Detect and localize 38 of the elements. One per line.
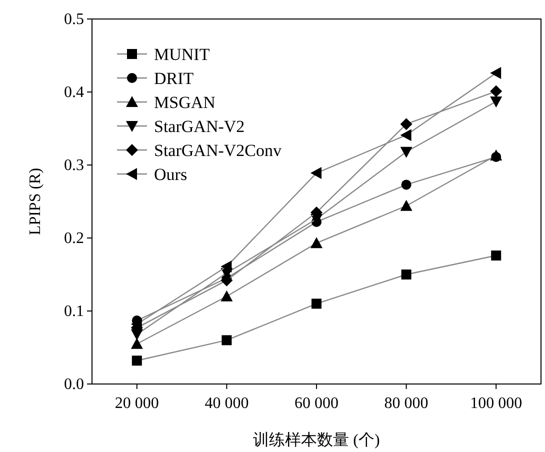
point	[220, 260, 232, 272]
y-tick-label: 0.2	[64, 230, 84, 247]
point	[490, 85, 502, 98]
x-tick-label: 80 000	[384, 395, 428, 412]
point	[132, 356, 142, 366]
y-tick-label: 0.5	[64, 11, 84, 28]
legend-label: MUNIT	[154, 45, 210, 64]
legend-label: StarGAN-V2Conv	[154, 141, 282, 160]
x-tick-label: 20 000	[114, 395, 159, 412]
legend-label: Ours	[154, 165, 188, 184]
y-tick-label: 0.0	[64, 376, 84, 393]
point	[310, 167, 322, 180]
x-tick-label: 60 000	[294, 395, 338, 412]
point	[312, 298, 322, 309]
point	[401, 270, 412, 280]
point	[400, 129, 412, 142]
point	[491, 250, 502, 261]
point	[220, 290, 233, 302]
point	[310, 237, 322, 248]
point	[490, 96, 502, 108]
point	[401, 180, 412, 190]
x-axis-title: 训练样本数量 (个)	[253, 431, 380, 449]
legend-label: StarGAN-V2	[154, 117, 245, 136]
point	[490, 67, 502, 80]
point	[130, 338, 143, 349]
y-tick-label: 0.3	[64, 157, 84, 174]
point	[400, 200, 412, 211]
point	[400, 118, 412, 130]
y-axis-title: LPIPS (R)	[27, 168, 44, 236]
legend-label: MSGAN	[154, 93, 216, 112]
x-tick-label: 40 000	[204, 395, 249, 412]
y-tick-label: 0.4	[64, 84, 84, 101]
y-tick-label: 0.1	[64, 303, 84, 320]
legend-label: DRIT	[154, 69, 194, 88]
x-tick-label: 100 000	[470, 395, 522, 412]
point	[130, 318, 142, 330]
point	[222, 335, 232, 346]
point	[400, 146, 412, 158]
